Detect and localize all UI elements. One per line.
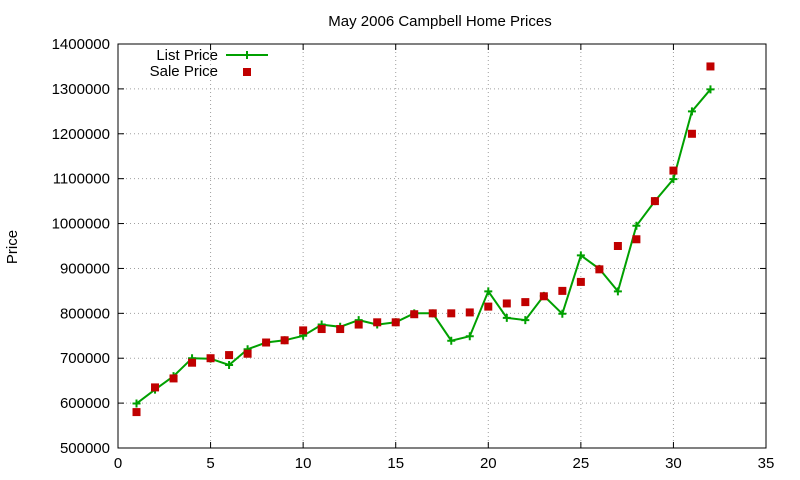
legend-sale-price-label: Sale Price bbox=[150, 63, 218, 80]
y-axis-label: Price bbox=[4, 230, 21, 264]
sale-price-point bbox=[410, 310, 419, 319]
chart-title: May 2006 Campbell Home Prices bbox=[328, 13, 551, 30]
sale-price-point bbox=[299, 326, 308, 335]
sale-price-point bbox=[576, 277, 585, 286]
sale-price-point bbox=[428, 309, 437, 318]
sale-price-point bbox=[539, 292, 548, 301]
x-tick-label: 20 bbox=[480, 455, 497, 472]
list-price-point bbox=[521, 316, 530, 325]
sale-price-point bbox=[595, 265, 604, 274]
sale-price-point bbox=[188, 358, 197, 367]
list-price-point bbox=[706, 85, 715, 94]
series-layer bbox=[132, 62, 715, 417]
legend-list-price-marker bbox=[243, 51, 251, 59]
y-tick-label: 500000 bbox=[60, 440, 110, 457]
sale-price-point bbox=[706, 62, 715, 71]
legend-sale-price-marker bbox=[243, 68, 251, 76]
sale-price-point bbox=[632, 235, 641, 244]
y-tick-label: 900000 bbox=[60, 260, 110, 277]
y-tick-label: 1000000 bbox=[52, 216, 110, 233]
list-price-point bbox=[502, 313, 511, 322]
sale-price-point bbox=[502, 299, 511, 308]
sale-price-point bbox=[391, 318, 400, 327]
list-price-point bbox=[465, 332, 474, 341]
y-tick-label: 1200000 bbox=[52, 126, 110, 143]
legend-list-price-label: List Price bbox=[156, 47, 218, 64]
plot-frame bbox=[117, 43, 767, 449]
list-price-point bbox=[613, 287, 622, 296]
sale-price-point bbox=[465, 308, 474, 317]
y-tick-label: 700000 bbox=[60, 350, 110, 367]
sale-price-point bbox=[336, 325, 345, 334]
x-tick-label: 25 bbox=[573, 455, 590, 472]
list-price-point bbox=[484, 287, 493, 296]
list-price-point bbox=[558, 309, 567, 318]
list-price-point bbox=[669, 175, 678, 184]
x-tick-label: 5 bbox=[206, 455, 214, 472]
sale-price-point bbox=[262, 338, 271, 347]
x-tick-label: 10 bbox=[295, 455, 312, 472]
list-price-point bbox=[132, 399, 141, 408]
x-tick-label: 30 bbox=[665, 455, 682, 472]
sale-price-point bbox=[558, 286, 567, 295]
sale-price-point bbox=[484, 302, 493, 311]
sale-price-point bbox=[169, 374, 178, 383]
x-tick-label: 35 bbox=[758, 455, 775, 472]
sale-price-point bbox=[132, 408, 141, 417]
axis-ticks: 0 5 10 15 20 25 30 35 500000 600000 700000 800000 90… bbox=[52, 36, 775, 472]
y-tick-label: 1300000 bbox=[52, 81, 110, 98]
x-tick-label: 15 bbox=[387, 455, 404, 472]
sale-price-point bbox=[354, 320, 363, 329]
list-price-point bbox=[447, 336, 456, 345]
sale-price-point bbox=[206, 354, 215, 363]
y-tick-label: 1100000 bbox=[53, 171, 110, 188]
list-price-point bbox=[687, 107, 696, 116]
list-price-line bbox=[135, 88, 712, 405]
sale-price-point bbox=[317, 325, 326, 334]
sale-price-point bbox=[243, 349, 252, 358]
sale-price-point bbox=[225, 351, 234, 360]
y-tick-label: 800000 bbox=[60, 305, 110, 322]
sale-price-point bbox=[373, 318, 382, 327]
sale-price-point bbox=[151, 383, 160, 392]
list-price-point bbox=[632, 221, 641, 230]
sale-price-point bbox=[669, 166, 678, 175]
sale-price-point bbox=[280, 336, 289, 345]
list-price-point bbox=[225, 360, 234, 369]
y-tick-label: 600000 bbox=[60, 395, 110, 412]
sale-price-point bbox=[521, 298, 530, 307]
sale-price-point bbox=[687, 129, 696, 138]
sale-price-point bbox=[613, 242, 622, 250]
y-tick-label: 1400000 bbox=[52, 36, 110, 53]
x-tick-label: 0 bbox=[114, 455, 122, 472]
list-price-point bbox=[576, 251, 585, 260]
sale-price-point bbox=[650, 197, 659, 206]
grid bbox=[118, 44, 766, 448]
sale-price-point bbox=[447, 309, 456, 318]
